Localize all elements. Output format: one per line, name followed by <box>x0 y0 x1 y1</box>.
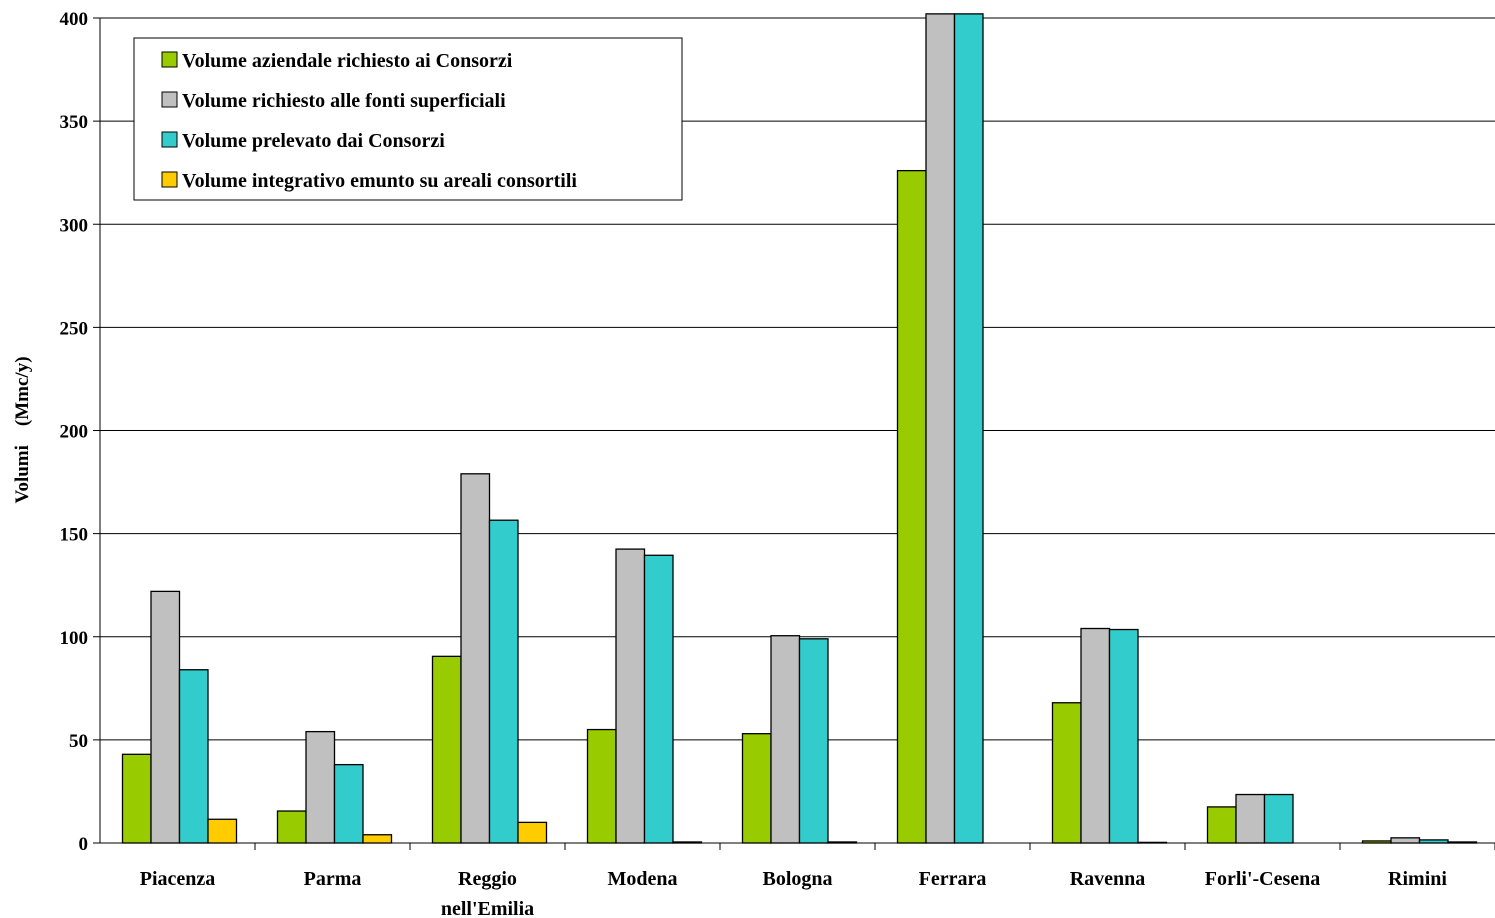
bar <box>1235 793 1266 844</box>
legend-label: Volume prelevato dai Consorzi <box>182 130 445 152</box>
bar <box>586 728 617 844</box>
legend-swatch <box>161 91 178 108</box>
y-tick-label: 350 <box>60 112 89 133</box>
legend-label: Volume richiesto alle fonti superficiali <box>182 90 506 112</box>
bar <box>207 818 238 844</box>
x-category-label: Rimini <box>1388 868 1447 890</box>
y-tick-label: 200 <box>60 422 89 443</box>
bar <box>305 730 336 844</box>
x-category-label: Parma <box>304 868 362 890</box>
bar <box>896 169 927 844</box>
bar <box>150 590 181 844</box>
x-category-label: Modena <box>608 868 678 890</box>
x-category-label: Reggio <box>458 868 517 890</box>
bar <box>770 635 801 844</box>
bar <box>517 821 548 844</box>
x-category-label: nell'Emilia <box>441 898 534 918</box>
bar <box>1108 628 1139 844</box>
legend-swatch <box>161 51 178 68</box>
legend-swatch <box>161 171 178 188</box>
axes <box>99 18 1495 850</box>
legend-box <box>133 37 683 201</box>
bar <box>798 638 829 844</box>
bar <box>615 548 646 844</box>
legend: Volume aziendale richiesto ai Consorzi Vo… <box>133 37 683 201</box>
bar <box>121 753 152 844</box>
x-category-label: Forli'-Cesena <box>1205 868 1321 890</box>
legend-label: Volume integrativo emunto su areali cons… <box>182 170 577 192</box>
bar <box>333 763 364 844</box>
x-category-label: Ferrara <box>919 868 987 890</box>
bars <box>121 13 1478 844</box>
x-category-labels: Piacenza Parma Reggio nell'Emilia Modena Bolo… <box>140 868 1448 918</box>
y-axis-title: Volumi (Mmc/y) <box>12 356 33 503</box>
bar <box>1263 793 1294 844</box>
legend-swatch <box>161 131 178 148</box>
y-tick-label: 400 <box>60 9 89 30</box>
bar <box>741 733 772 844</box>
y-tick-label: 250 <box>60 318 89 339</box>
bar <box>362 834 393 844</box>
x-category-label: Ravenna <box>1070 868 1146 890</box>
y-tick-label: 100 <box>60 628 89 649</box>
bar <box>460 473 491 844</box>
y-tick-labels: 0 50 100 150 200 250 300 350 400 <box>60 9 89 855</box>
bar <box>1080 627 1111 844</box>
y-tick-label: 300 <box>60 215 89 236</box>
bar <box>953 13 984 844</box>
y-tick-label: 0 <box>79 834 89 855</box>
bar <box>488 519 519 844</box>
bar <box>1206 806 1237 844</box>
y-tick-label: 50 <box>69 731 88 752</box>
bar <box>925 13 956 844</box>
x-category-label: Bologna <box>762 868 832 890</box>
x-category-label: Piacenza <box>140 868 216 890</box>
bar <box>178 669 209 844</box>
bar <box>1390 837 1421 844</box>
bar <box>1051 702 1082 844</box>
y-tick-label: 150 <box>60 525 89 546</box>
legend-label: Volume aziendale richiesto ai Consorzi <box>182 50 513 72</box>
bar <box>643 554 674 844</box>
bar <box>276 810 307 844</box>
bar <box>431 655 462 844</box>
